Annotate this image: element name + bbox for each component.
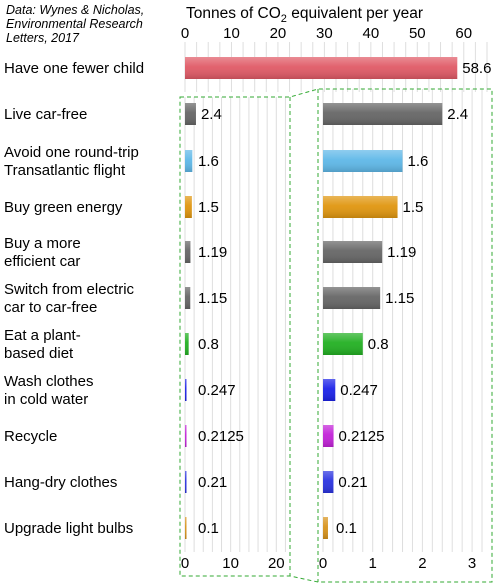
- bar-zoom-right-shine: [323, 241, 383, 263]
- bar-value-label: 1.5: [403, 199, 424, 216]
- bar-value-label: 0.247: [340, 382, 378, 399]
- bar-value-label: 1.6: [198, 153, 219, 170]
- source-line: Data: Wynes & Nicholas,: [6, 3, 144, 17]
- bar-value-label: 58.6: [462, 60, 491, 77]
- category-label: Recycle: [4, 428, 57, 445]
- bar-zoom-left-shine: [185, 379, 187, 401]
- chart-title: Tonnes of CO2 equivalent per year: [186, 5, 423, 25]
- category-label: Switch from electric: [4, 281, 135, 298]
- zoom-frame: [179, 88, 493, 583]
- x-tick-label-top: 50: [409, 25, 426, 42]
- bar-zoom-left-shine: [185, 333, 189, 355]
- title-rest: equivalent per year: [287, 5, 423, 22]
- category-label: car to car-free: [4, 299, 97, 316]
- bar-value-label: 0.8: [198, 336, 219, 353]
- category-label: Buy green energy: [4, 199, 123, 216]
- bar-zoom-left-shine: [185, 103, 196, 125]
- bar-zoom-right-shine: [323, 379, 336, 401]
- title-main: Tonnes of CO: [186, 5, 281, 22]
- bar-value-label: 0.8: [368, 336, 389, 353]
- x-tick-label-right: 1: [369, 555, 377, 572]
- zoom-frames: [179, 88, 493, 583]
- bar-value-label: 0.1: [336, 520, 357, 537]
- source-note: Data: Wynes & Nicholas, Environmental Re…: [6, 3, 144, 45]
- bar-main-shine: [185, 57, 458, 79]
- bar-zoom-left-shine: [185, 287, 191, 309]
- bar-zoom-right-shine: [323, 517, 328, 539]
- bar-zoom-left-shine: [185, 425, 187, 447]
- bars: [185, 57, 458, 539]
- bar-value-label: 0.2125: [198, 428, 244, 445]
- bar-zoom-left-shine: [185, 196, 192, 218]
- title-subscript: 2: [281, 13, 287, 25]
- bar-value-label: 2.4: [447, 106, 468, 123]
- x-tick-label-top: 10: [223, 25, 240, 42]
- bar-value-label: 0.21: [338, 474, 367, 491]
- category-label: in cold water: [4, 391, 88, 408]
- category-label: Upgrade light bulbs: [4, 520, 133, 537]
- bar-value-label: 1.19: [198, 244, 227, 261]
- x-tick-label-top: 0: [181, 25, 189, 42]
- bar-value-label: 1.6: [408, 153, 429, 170]
- source-line: Letters, 2017: [6, 31, 80, 45]
- category-label: Live car-free: [4, 106, 87, 123]
- bar-zoom-right-shine: [323, 471, 334, 493]
- value-labels: 58.6 2.4 2.4 1.6 1.6 1.5 1.5 1.19 1.19 1.15 1.15 0.…: [198, 60, 491, 537]
- source-line: Environmental Research: [6, 17, 143, 31]
- x-tick-label-right: 3: [468, 555, 476, 572]
- bar-zoom-right-shine: [323, 425, 334, 447]
- category-label: based diet: [4, 345, 74, 362]
- category-label: Buy a more: [4, 235, 81, 252]
- category-label: Wash clothes: [4, 373, 93, 390]
- bar-zoom-right-shine: [323, 196, 398, 218]
- axis-ticks: 0 10 20 30 40 50 60 0 10 20 0 1 2 3: [181, 25, 476, 572]
- bar-value-label: 1.15: [198, 290, 227, 307]
- bar-zoom-right-shine: [323, 333, 363, 355]
- bar-value-label: 0.247: [198, 382, 236, 399]
- bar-value-label: 1.15: [385, 290, 414, 307]
- category-label: Transatlantic flight: [4, 162, 126, 179]
- x-tick-label-left: 20: [268, 555, 285, 572]
- category-label: Eat a plant-: [4, 327, 81, 344]
- bar-value-label: 1.19: [387, 244, 416, 261]
- category-labels: Have one fewer child Live car-free Avoid o…: [4, 60, 144, 537]
- x-tick-label-top: 40: [363, 25, 380, 42]
- x-tick-label-right: 2: [418, 555, 426, 572]
- category-label: Avoid one round-trip: [4, 144, 139, 161]
- category-label: Hang-dry clothes: [4, 474, 117, 491]
- bar-value-label: 0.2125: [339, 428, 385, 445]
- bar-zoom-left-shine: [185, 471, 187, 493]
- bar-value-label: 0.21: [198, 474, 227, 491]
- bar-zoom-right-shine: [323, 103, 443, 125]
- category-label: efficient car: [4, 253, 80, 270]
- bar-value-label: 1.5: [198, 199, 219, 216]
- bar-value-label: 2.4: [201, 106, 222, 123]
- bar-zoom-left-shine: [185, 517, 187, 539]
- bar-value-label: 0.1: [198, 520, 219, 537]
- x-tick-label-top: 30: [316, 25, 333, 42]
- bar-zoom-right-shine: [323, 150, 403, 172]
- x-tick-label-right: 0: [319, 555, 327, 572]
- category-label: Have one fewer child: [4, 60, 144, 77]
- x-tick-label-top: 60: [455, 25, 472, 42]
- bar-zoom-left-shine: [185, 150, 193, 172]
- bar-zoom-right-shine: [323, 287, 381, 309]
- x-tick-label-left: 10: [222, 555, 239, 572]
- x-tick-label-top: 20: [270, 25, 287, 42]
- x-tick-label-left: 0: [181, 555, 189, 572]
- bar-zoom-left-shine: [185, 241, 191, 263]
